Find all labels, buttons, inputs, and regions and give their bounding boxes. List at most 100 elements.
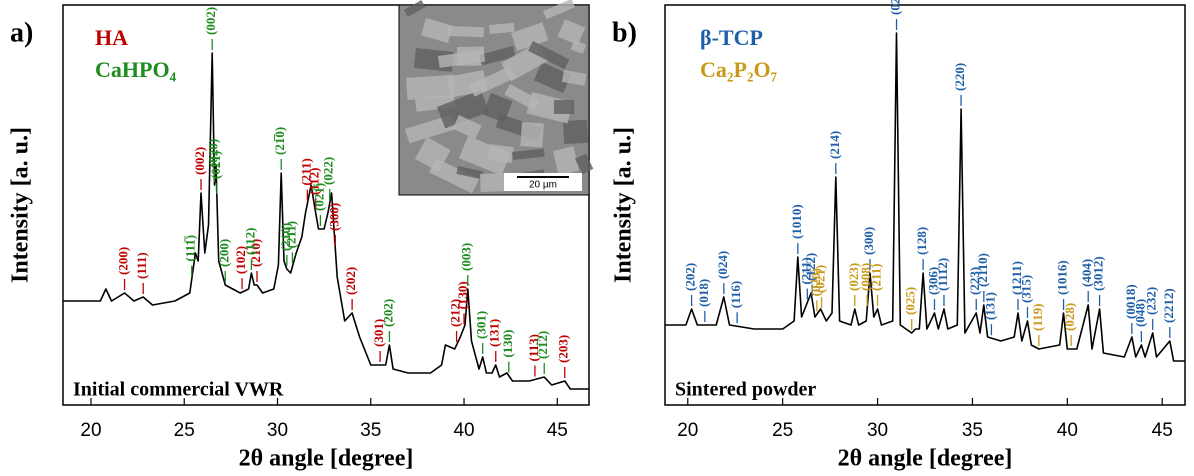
panel-label: b): [612, 17, 637, 48]
peak-label: (301): [371, 319, 386, 347]
peak-label: (200): [116, 247, 131, 275]
peak-label: (130): [500, 329, 515, 357]
plot-frame: [62, 4, 590, 406]
legend-entry: CaHPO₄: [95, 57, 177, 82]
peak-label: (2212): [1161, 288, 1176, 323]
peak-label: (018): [696, 279, 711, 307]
sem-grain: [487, 144, 514, 164]
peak-label: (048): [1132, 299, 1147, 327]
peak-label: (102): [233, 246, 248, 274]
peak-label: (202): [343, 267, 358, 295]
peak-label: (025): [903, 287, 918, 315]
peak-label: (203): [556, 335, 571, 363]
annotation: Sintered powder: [675, 379, 816, 401]
sem-grain: [447, 26, 484, 38]
legend-entry: HA: [95, 25, 128, 50]
peak-label: (200): [216, 239, 231, 267]
peak-label: (404): [1079, 259, 1094, 287]
plot-frame: [664, 4, 1186, 406]
peak-label: (119): [1030, 304, 1045, 331]
peak-label: (3012): [1091, 256, 1106, 291]
sem-grain: [511, 22, 549, 51]
peak-label: (021): [813, 265, 828, 293]
sem-grain: [561, 70, 587, 86]
x-tick-label: 20: [677, 420, 698, 441]
peak-label: (020): [205, 139, 220, 167]
legend-entry: Ca₂P₂O₇: [700, 57, 778, 82]
peak-label: (112): [307, 168, 322, 195]
peak-label: (116): [728, 281, 743, 308]
peak-label: (315): [1018, 275, 1033, 303]
peak-label: (210): [278, 223, 293, 251]
sem-grain: [557, 18, 586, 46]
peak-label: (202): [380, 299, 395, 327]
x-tick-label: 35: [360, 420, 381, 441]
peak-label: (202): [683, 263, 698, 291]
peak-label: (021): [208, 151, 223, 179]
peak-label: (002): [192, 147, 207, 175]
x-tick-label: 45: [1152, 420, 1173, 441]
sem-grain: [414, 137, 451, 172]
x-axis-label: 2θ angle [degree]: [838, 446, 1013, 472]
peak-label: (111): [134, 252, 149, 279]
sem-grain: [533, 62, 572, 94]
panel-label: a): [10, 17, 33, 48]
sem-grain: [575, 153, 594, 175]
peak-label: (211): [869, 264, 884, 291]
peak-label: (1211): [1009, 261, 1024, 295]
sem-grain: [552, 146, 580, 176]
peak-label: (220): [952, 63, 967, 91]
peak-label: (212): [448, 299, 463, 327]
peak-label: (211): [298, 158, 313, 185]
sem-grain: [438, 49, 486, 68]
peak-label: (211): [283, 221, 298, 248]
sem-grain: [542, 0, 576, 20]
peak-label: (301): [474, 311, 489, 339]
sem-grain: [563, 119, 589, 144]
x-tick-label: 25: [772, 420, 793, 441]
sem-grain: [452, 114, 482, 140]
sem-grain: [421, 18, 453, 44]
x-tick-label: 25: [174, 420, 195, 441]
sem-grain: [554, 100, 574, 114]
sem-grain: [489, 22, 515, 34]
peak-label: (028): [1062, 303, 1077, 331]
sem-grain: [428, 158, 480, 194]
sem-grain: [528, 41, 570, 70]
peak-label: (131): [982, 292, 997, 320]
peak-label: (300): [326, 203, 341, 231]
xrd-curve: [665, 32, 1185, 362]
sem-grain: [526, 91, 573, 124]
peak-label: (130): [455, 281, 470, 309]
x-tick-label: 45: [547, 420, 568, 441]
peak-label: (223): [967, 267, 982, 295]
peak-label: (112): [242, 228, 257, 255]
peak-label: (21̅0): [272, 127, 287, 155]
sem-grain: [479, 45, 516, 66]
y-axis-label: Intensity [a. u.]: [8, 127, 34, 283]
peak-label: (021̅): [311, 183, 326, 211]
peak-label: (306): [925, 267, 940, 295]
x-tick-label: 20: [80, 420, 101, 441]
peak-label: (300): [861, 227, 876, 255]
sem-grain: [482, 93, 513, 123]
peak-label: (2110): [975, 253, 990, 287]
x-axis-label: 2θ angle [degree]: [239, 446, 414, 472]
x-tick-label: 35: [962, 420, 983, 441]
peak-label: (232): [1144, 287, 1159, 315]
peak-label: (003): [459, 243, 474, 271]
peak-label: (0210): [888, 0, 903, 15]
peak-label: (111̅): [183, 235, 198, 262]
x-tick-label: 30: [267, 420, 288, 441]
peak-label: (122): [803, 253, 818, 281]
y-axis-label: Intensity [a. u.]: [611, 127, 637, 283]
peak-label: (020): [808, 268, 823, 296]
legend-entry: β-TCP: [700, 25, 763, 50]
x-tick-label: 40: [453, 420, 474, 441]
peak-label: (131): [487, 319, 502, 347]
peak-label: (113): [526, 334, 541, 361]
peak-label: (1010): [789, 204, 804, 239]
sem-grain: [404, 0, 426, 17]
peak-label: (024): [715, 251, 730, 279]
